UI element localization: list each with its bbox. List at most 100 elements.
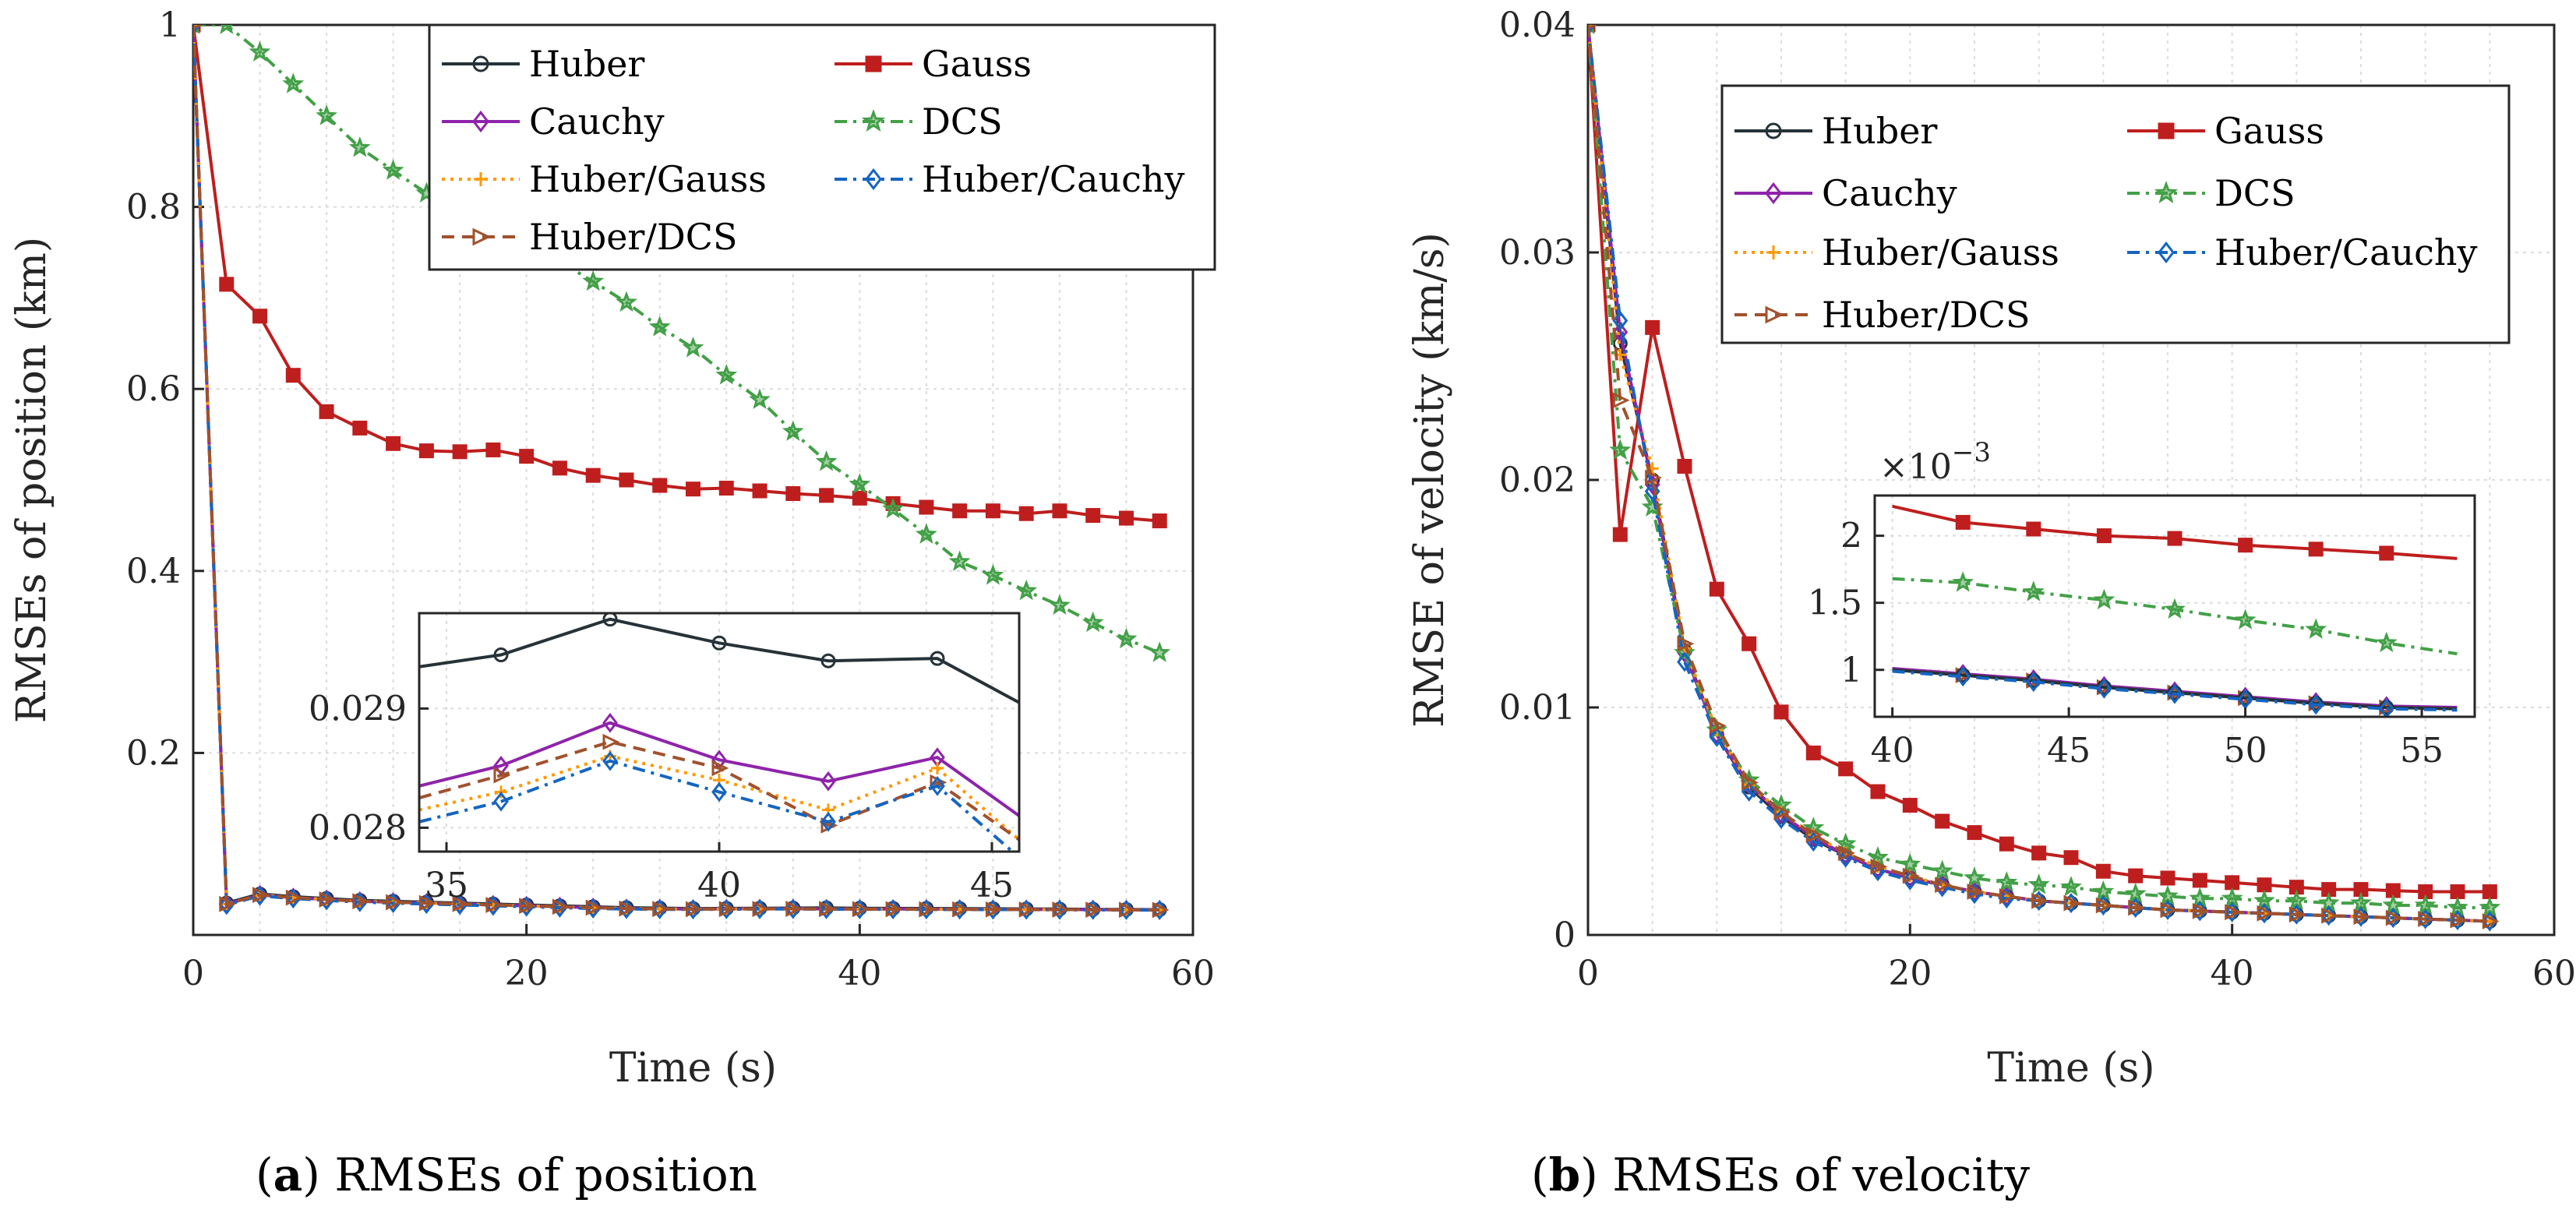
legend-marker-huber [472, 55, 489, 72]
inset-point-huber-cauchy [2308, 694, 2324, 715]
data-point-huber-dcs [2160, 901, 2178, 919]
legend-marker-huber-cauchy [865, 168, 882, 191]
data-point-huber-dcs [1935, 877, 1952, 894]
legend-marker-huber-cauchy [2158, 241, 2175, 264]
legend-item-gauss: Gauss [835, 43, 1032, 85]
inset-frame [1873, 494, 2476, 718]
y-tick-label: 0.03 [1499, 233, 1576, 273]
data-point-dcs [2027, 873, 2050, 894]
data-point-huber-dcs [519, 898, 536, 914]
data-point-huber-dcs [952, 901, 969, 918]
legend-marker-huber-gauss [474, 172, 488, 186]
inset-point-cauchy [820, 771, 836, 792]
legend-box [1720, 84, 2511, 344]
data-point-huber-cauchy [2063, 893, 2079, 913]
inset-y-tick-label: 0.029 [309, 689, 407, 728]
inset-point-gauss [2026, 521, 2041, 537]
legend-item-huber-gauss: Huber/Gauss [1734, 231, 2059, 273]
inset-point-dcs [2375, 631, 2398, 653]
data-point-huber-dcs [2095, 897, 2113, 914]
inset-point-dcs [2234, 608, 2257, 630]
data-point-huber-dcs [1018, 901, 1036, 918]
data-point-gauss [252, 309, 268, 324]
series-group [1588, 25, 2501, 932]
data-point-gauss [2095, 863, 2111, 879]
inset-point-huber [930, 651, 945, 666]
data-point-huber-cauchy [2450, 910, 2465, 930]
inset-line-huber-dcs [419, 740, 1019, 841]
inset-x-tick-label: 40 [1871, 731, 1914, 771]
data-point-huber-dcs [718, 901, 736, 918]
inset-point-gauss [2308, 541, 2324, 557]
data-point-dcs [1048, 594, 1071, 616]
data-point-gauss [752, 483, 768, 499]
inset-line-huber-cauchy [1892, 669, 2458, 712]
data-point-huber-cauchy [2192, 901, 2208, 922]
data-point-dcs [316, 104, 337, 125]
x-tick-label: 60 [2532, 954, 2576, 993]
data-point-huber-dcs [1085, 901, 1103, 919]
inset-point-huber-gauss [931, 761, 944, 774]
data-point-gauss [1677, 458, 1692, 474]
data-point-huber-cauchy [2160, 900, 2175, 920]
data-point-huber-dcs [1967, 884, 1985, 900]
x-tick-label: 0 [182, 954, 204, 993]
data-point-huber-dcs [2128, 899, 2145, 916]
legend: Huber Gauss Cauchy DCS Huber/Gauss Huber/Cauc… [1720, 84, 2511, 344]
data-point-gauss [2063, 850, 2079, 866]
legend-item-dcs: DCS [2127, 172, 2295, 214]
inset-x-tick-label: 50 [2224, 731, 2267, 771]
inset-point-huber-cauchy [493, 791, 509, 812]
inset-series-huber-cauchy [419, 750, 1015, 852]
data-point-dcs [2060, 876, 2082, 897]
data-point-dcs [815, 450, 838, 471]
data-point-gauss [485, 442, 501, 457]
data-point-gauss [219, 277, 235, 292]
data-point-huber-dcs [386, 894, 403, 911]
data-point-cauchy [1612, 322, 1629, 343]
series-dcs [193, 25, 1171, 662]
data-point-gauss [1085, 508, 1101, 524]
legend-label-huber-gauss: Huber/Gauss [1822, 231, 2059, 273]
data-point-dcs [1149, 641, 1171, 662]
data-point-dcs [348, 136, 371, 157]
data-point-cauchy [1999, 886, 2015, 907]
x-tick-label: 0 [1577, 954, 1599, 993]
data-point-gauss [2160, 870, 2175, 886]
x-axis-label: Time (s) [609, 1045, 777, 1092]
x-tick-label: 60 [1171, 954, 1215, 993]
data-point-huber-dcs [852, 901, 870, 918]
data-point-gauss [2225, 875, 2240, 891]
data-point-huber-dcs [819, 901, 836, 918]
data-point-dcs [2285, 889, 2308, 911]
data-point-gauss [585, 467, 601, 483]
data-point-gauss [619, 472, 634, 488]
series-group [193, 25, 1171, 920]
legend-item-huber: Huber [1734, 110, 1937, 152]
data-point-huber-cauchy [2257, 903, 2272, 924]
y-tick-label: 0 [1554, 915, 1576, 955]
inset-line-huber [419, 617, 1019, 704]
data-point-dcs [282, 72, 305, 93]
legend-item-cauchy: Cauchy [442, 101, 665, 143]
inset-point-dcs [2022, 580, 2045, 601]
data-point-gauss [1967, 825, 1982, 841]
data-point-gauss [2257, 877, 2272, 893]
inset-point-huber-cauchy [820, 811, 836, 832]
data-point-dcs [1082, 611, 1104, 633]
data-point-gauss [1805, 745, 1821, 760]
data-point-huber-dcs [418, 894, 436, 912]
data-point-dcs [849, 473, 871, 494]
data-point-huber-dcs [2353, 908, 2371, 926]
data-point-huber-dcs [686, 901, 703, 918]
inset-line-huber-cauchy [419, 759, 1015, 852]
legend-marker-cauchy [472, 110, 489, 133]
legend-label-gauss: Gauss [922, 43, 1032, 85]
panel-b-velocity-chart: 0 20 40 60 0 0.01 0.02 0.03 0.04 Time (s) RMSE of … [1406, 5, 2576, 1092]
inset-point-huber [820, 653, 836, 668]
data-point-dcs [2124, 882, 2147, 904]
inset-x-tick-label: 40 [697, 866, 741, 905]
data-point-gauss [1870, 784, 1886, 799]
data-point-gauss [552, 460, 567, 476]
data-point-huber-dcs [652, 901, 670, 918]
